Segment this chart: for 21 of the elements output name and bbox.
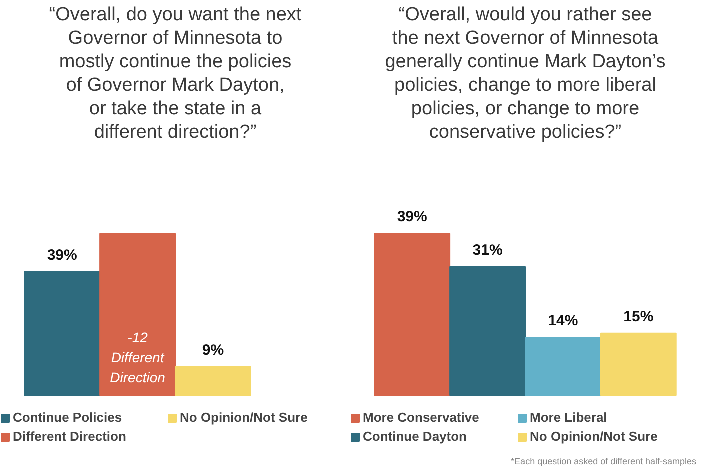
legend-label: More Liberal bbox=[530, 410, 608, 425]
bar bbox=[374, 233, 451, 396]
legend-label: No Opinion/Not Sure bbox=[530, 429, 659, 444]
data-label: 15% bbox=[624, 308, 654, 326]
chart-title: “Overall, would you rather see the next Governor of Minnesota generally continue Mark Dayton’s policies, change to more liberal policies, or change to more conservative policies?” bbox=[385, 4, 666, 144]
data-label: 39% bbox=[47, 246, 78, 264]
legend-label: Different Direction bbox=[13, 429, 128, 444]
annotation: -12 Different Direction bbox=[110, 330, 166, 386]
data-label: 14% bbox=[548, 312, 578, 330]
legend-label: No Opinion/Not Sure bbox=[180, 410, 309, 425]
bar bbox=[525, 336, 602, 396]
legend-label: More Conservative bbox=[363, 410, 480, 425]
data-label: 9% bbox=[202, 342, 224, 360]
bar bbox=[450, 266, 526, 396]
data-label: 31% bbox=[472, 242, 503, 259]
legend-label: Continue Dayton bbox=[363, 429, 468, 444]
text: *Each question asked of different half-samples bbox=[511, 456, 697, 466]
bar bbox=[600, 332, 677, 396]
chart-title: “Overall, do you want the next Governor of Minnesota to mostly continue the policies of Governor Mark Dayton, or take the state in a different direction?” bbox=[49, 4, 302, 144]
data-label: 39% bbox=[397, 208, 428, 226]
legend-label: Continue Policies bbox=[13, 410, 124, 425]
